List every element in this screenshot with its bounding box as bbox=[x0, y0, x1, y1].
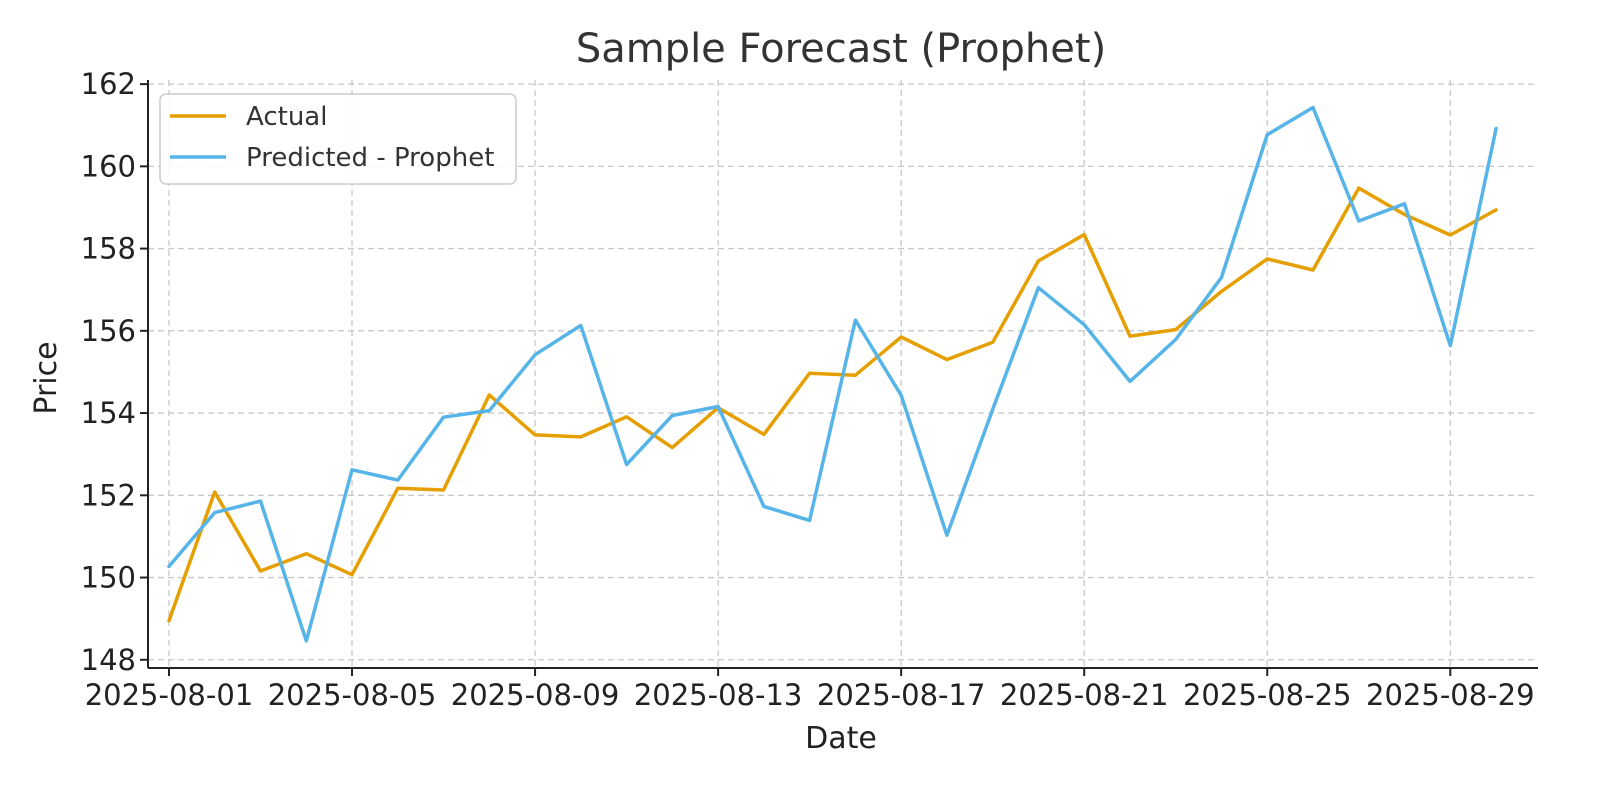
series-lines bbox=[167, 105, 1498, 643]
chart-title: Sample Forecast (Prophet) bbox=[576, 26, 1106, 72]
x-tick-label: 2025-08-17 bbox=[817, 678, 986, 712]
x-tick-label: 2025-08-21 bbox=[1000, 678, 1169, 712]
y-axis-label: Price bbox=[29, 341, 64, 414]
legend-label-predicted: Predicted - Prophet bbox=[246, 143, 494, 173]
y-tick-label: 162 bbox=[81, 67, 136, 101]
y-tick-label: 160 bbox=[81, 149, 136, 183]
legend-box bbox=[159, 93, 517, 185]
x-tick-label: 2025-08-13 bbox=[634, 678, 803, 712]
y-tick-label: 158 bbox=[81, 232, 136, 266]
y-tick-label: 152 bbox=[81, 478, 136, 512]
x-tick-label: 2025-08-29 bbox=[1366, 678, 1535, 712]
y-tick-label: 156 bbox=[81, 314, 136, 348]
y-axis-ticks: 148 150 152 154 156 158 160 162 bbox=[81, 67, 148, 677]
x-axis-ticks: 2025-08-01 2025-08-05 2025-08-09 2025-08-13… bbox=[85, 668, 1535, 712]
series-line-actual bbox=[167, 186, 1498, 623]
series-line-predicted bbox=[167, 105, 1498, 643]
y-tick-label: 148 bbox=[81, 643, 136, 677]
legend-label-actual: Actual bbox=[246, 102, 327, 132]
y-tick-label: 150 bbox=[81, 561, 136, 595]
x-tick-label: 2025-08-09 bbox=[451, 678, 620, 712]
x-tick-label: 2025-08-05 bbox=[268, 678, 437, 712]
x-axis-label: Date bbox=[805, 721, 877, 756]
legend: Actual Predicted - Prophet bbox=[159, 93, 517, 185]
x-tick-label: 2025-08-01 bbox=[85, 678, 254, 712]
x-tick-label: 2025-08-25 bbox=[1183, 678, 1352, 712]
y-tick-label: 154 bbox=[81, 396, 136, 430]
